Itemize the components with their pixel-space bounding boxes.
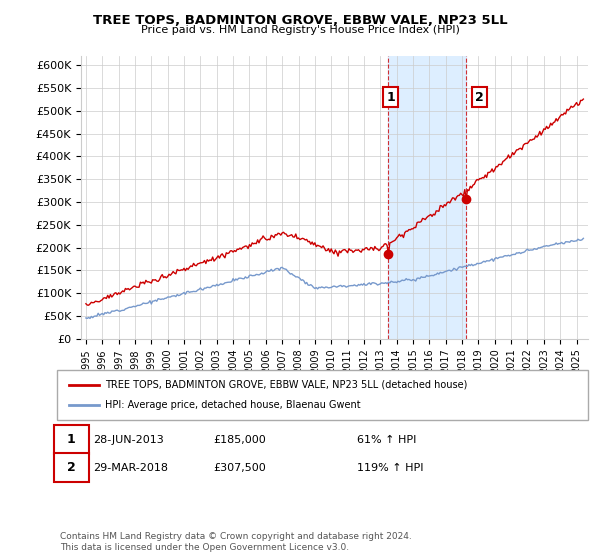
Text: £307,500: £307,500 (213, 463, 266, 473)
Text: 28-JUN-2013: 28-JUN-2013 (93, 435, 164, 445)
Text: 1: 1 (67, 433, 76, 446)
Bar (388, 56, 466, 339)
Text: 2: 2 (475, 91, 484, 104)
Text: Contains HM Land Registry data © Crown copyright and database right 2024.
This d: Contains HM Land Registry data © Crown c… (60, 532, 412, 552)
Text: 29-MAR-2018: 29-MAR-2018 (93, 463, 168, 473)
Text: Price paid vs. HM Land Registry's House Price Index (HPI): Price paid vs. HM Land Registry's House … (140, 25, 460, 35)
Text: 1: 1 (386, 91, 395, 104)
Text: 61% ↑ HPI: 61% ↑ HPI (357, 435, 416, 445)
Text: TREE TOPS, BADMINTON GROVE, EBBW VALE, NP23 5LL: TREE TOPS, BADMINTON GROVE, EBBW VALE, N… (92, 14, 508, 27)
Text: HPI: Average price, detached house, Blaenau Gwent: HPI: Average price, detached house, Blae… (105, 400, 361, 410)
Text: 119% ↑ HPI: 119% ↑ HPI (357, 463, 424, 473)
Text: TREE TOPS, BADMINTON GROVE, EBBW VALE, NP23 5LL (detached house): TREE TOPS, BADMINTON GROVE, EBBW VALE, N… (105, 380, 467, 390)
Text: £185,000: £185,000 (213, 435, 266, 445)
Text: 2: 2 (67, 461, 76, 474)
